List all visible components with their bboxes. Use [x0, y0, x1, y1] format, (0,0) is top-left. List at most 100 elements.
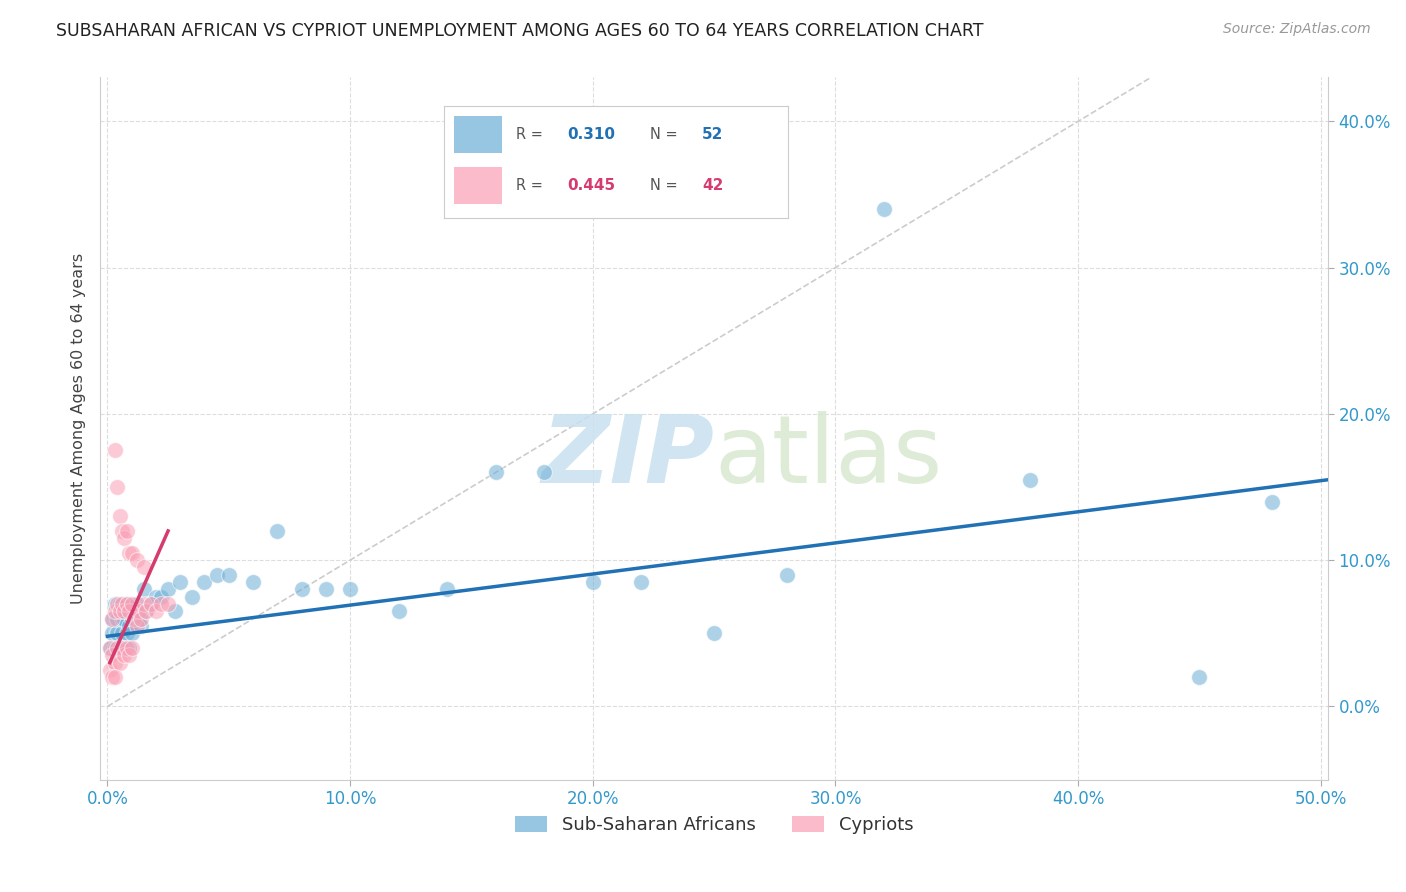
Point: [131, 619, 153, 633]
Point: [121, 546, 143, 560]
Legend: Sub-Saharan Africans, Cypriots: Sub-Saharan Africans, Cypriots: [515, 815, 914, 834]
Point: [98, 663, 121, 677]
Point: [181, 590, 204, 604]
Point: [104, 604, 127, 618]
Point: [149, 597, 172, 611]
Point: [118, 619, 141, 633]
Point: [157, 597, 180, 611]
Point: [125, 619, 148, 633]
Point: [118, 546, 141, 560]
Point: [122, 612, 145, 626]
Point: [218, 567, 240, 582]
Point: [131, 612, 153, 626]
Point: [132, 582, 155, 597]
Point: [485, 466, 508, 480]
Y-axis label: Unemployment Among Ages 60 to 64 years: Unemployment Among Ages 60 to 64 years: [72, 253, 86, 604]
Point: [115, 597, 138, 611]
Point: [165, 604, 187, 618]
Point: [205, 567, 228, 582]
Point: [108, 597, 131, 611]
Point: [157, 582, 180, 597]
Point: [108, 656, 131, 670]
Point: [125, 553, 148, 567]
Point: [169, 575, 191, 590]
Point: [242, 575, 264, 590]
Point: [112, 604, 135, 618]
Point: [101, 612, 124, 626]
Point: [139, 597, 162, 611]
Point: [104, 656, 127, 670]
Point: [105, 640, 128, 655]
Point: [703, 626, 725, 640]
Point: [776, 567, 799, 582]
Point: [1261, 494, 1284, 508]
Point: [112, 648, 135, 663]
Point: [101, 612, 124, 626]
Point: [111, 524, 134, 538]
Point: [111, 597, 134, 611]
Point: [108, 509, 131, 524]
Point: [122, 604, 145, 618]
Point: [582, 575, 605, 590]
Point: [193, 575, 215, 590]
Point: [290, 582, 312, 597]
Point: [104, 597, 127, 611]
Point: [873, 202, 896, 216]
Point: [105, 612, 128, 626]
Point: [125, 597, 148, 611]
Point: [1018, 473, 1040, 487]
Point: [104, 670, 127, 684]
Text: SUBSAHARAN AFRICAN VS CYPRIOT UNEMPLOYMENT AMONG AGES 60 TO 64 YEARS CORRELATION: SUBSAHARAN AFRICAN VS CYPRIOT UNEMPLOYME…: [56, 22, 984, 40]
Point: [149, 590, 172, 604]
Point: [139, 597, 162, 611]
Point: [315, 582, 337, 597]
Point: [630, 575, 652, 590]
Point: [111, 626, 134, 640]
Point: [98, 640, 121, 655]
Point: [533, 466, 555, 480]
Point: [112, 612, 135, 626]
Point: [388, 604, 411, 618]
Point: [115, 640, 138, 655]
Point: [121, 640, 143, 655]
Point: [105, 597, 128, 611]
Point: [118, 640, 141, 655]
Point: [266, 524, 288, 538]
Point: [132, 560, 155, 574]
Point: [111, 640, 134, 655]
Point: [339, 582, 361, 597]
Point: [145, 604, 167, 618]
Point: [101, 670, 124, 684]
Point: [118, 648, 141, 663]
Text: atlas: atlas: [714, 410, 942, 502]
Point: [128, 604, 150, 618]
Point: [128, 612, 150, 626]
Point: [115, 524, 138, 538]
Point: [121, 626, 143, 640]
Point: [145, 590, 167, 604]
Point: [121, 597, 143, 611]
Point: [436, 582, 458, 597]
Point: [101, 626, 124, 640]
Point: [112, 531, 135, 545]
Point: [104, 640, 127, 655]
Point: [104, 443, 127, 458]
Point: [1188, 670, 1211, 684]
Point: [132, 597, 155, 611]
Point: [105, 480, 128, 494]
Point: [112, 640, 135, 655]
Point: [118, 604, 141, 618]
Point: [98, 640, 121, 655]
Point: [135, 604, 157, 618]
Text: ZIP: ZIP: [541, 410, 714, 502]
Point: [115, 626, 138, 640]
Point: [105, 626, 128, 640]
Point: [115, 597, 138, 611]
Point: [111, 612, 134, 626]
Point: [121, 612, 143, 626]
Point: [135, 604, 157, 618]
Point: [101, 648, 124, 663]
Text: Source: ZipAtlas.com: Source: ZipAtlas.com: [1223, 22, 1371, 37]
Point: [108, 640, 131, 655]
Point: [108, 604, 131, 618]
